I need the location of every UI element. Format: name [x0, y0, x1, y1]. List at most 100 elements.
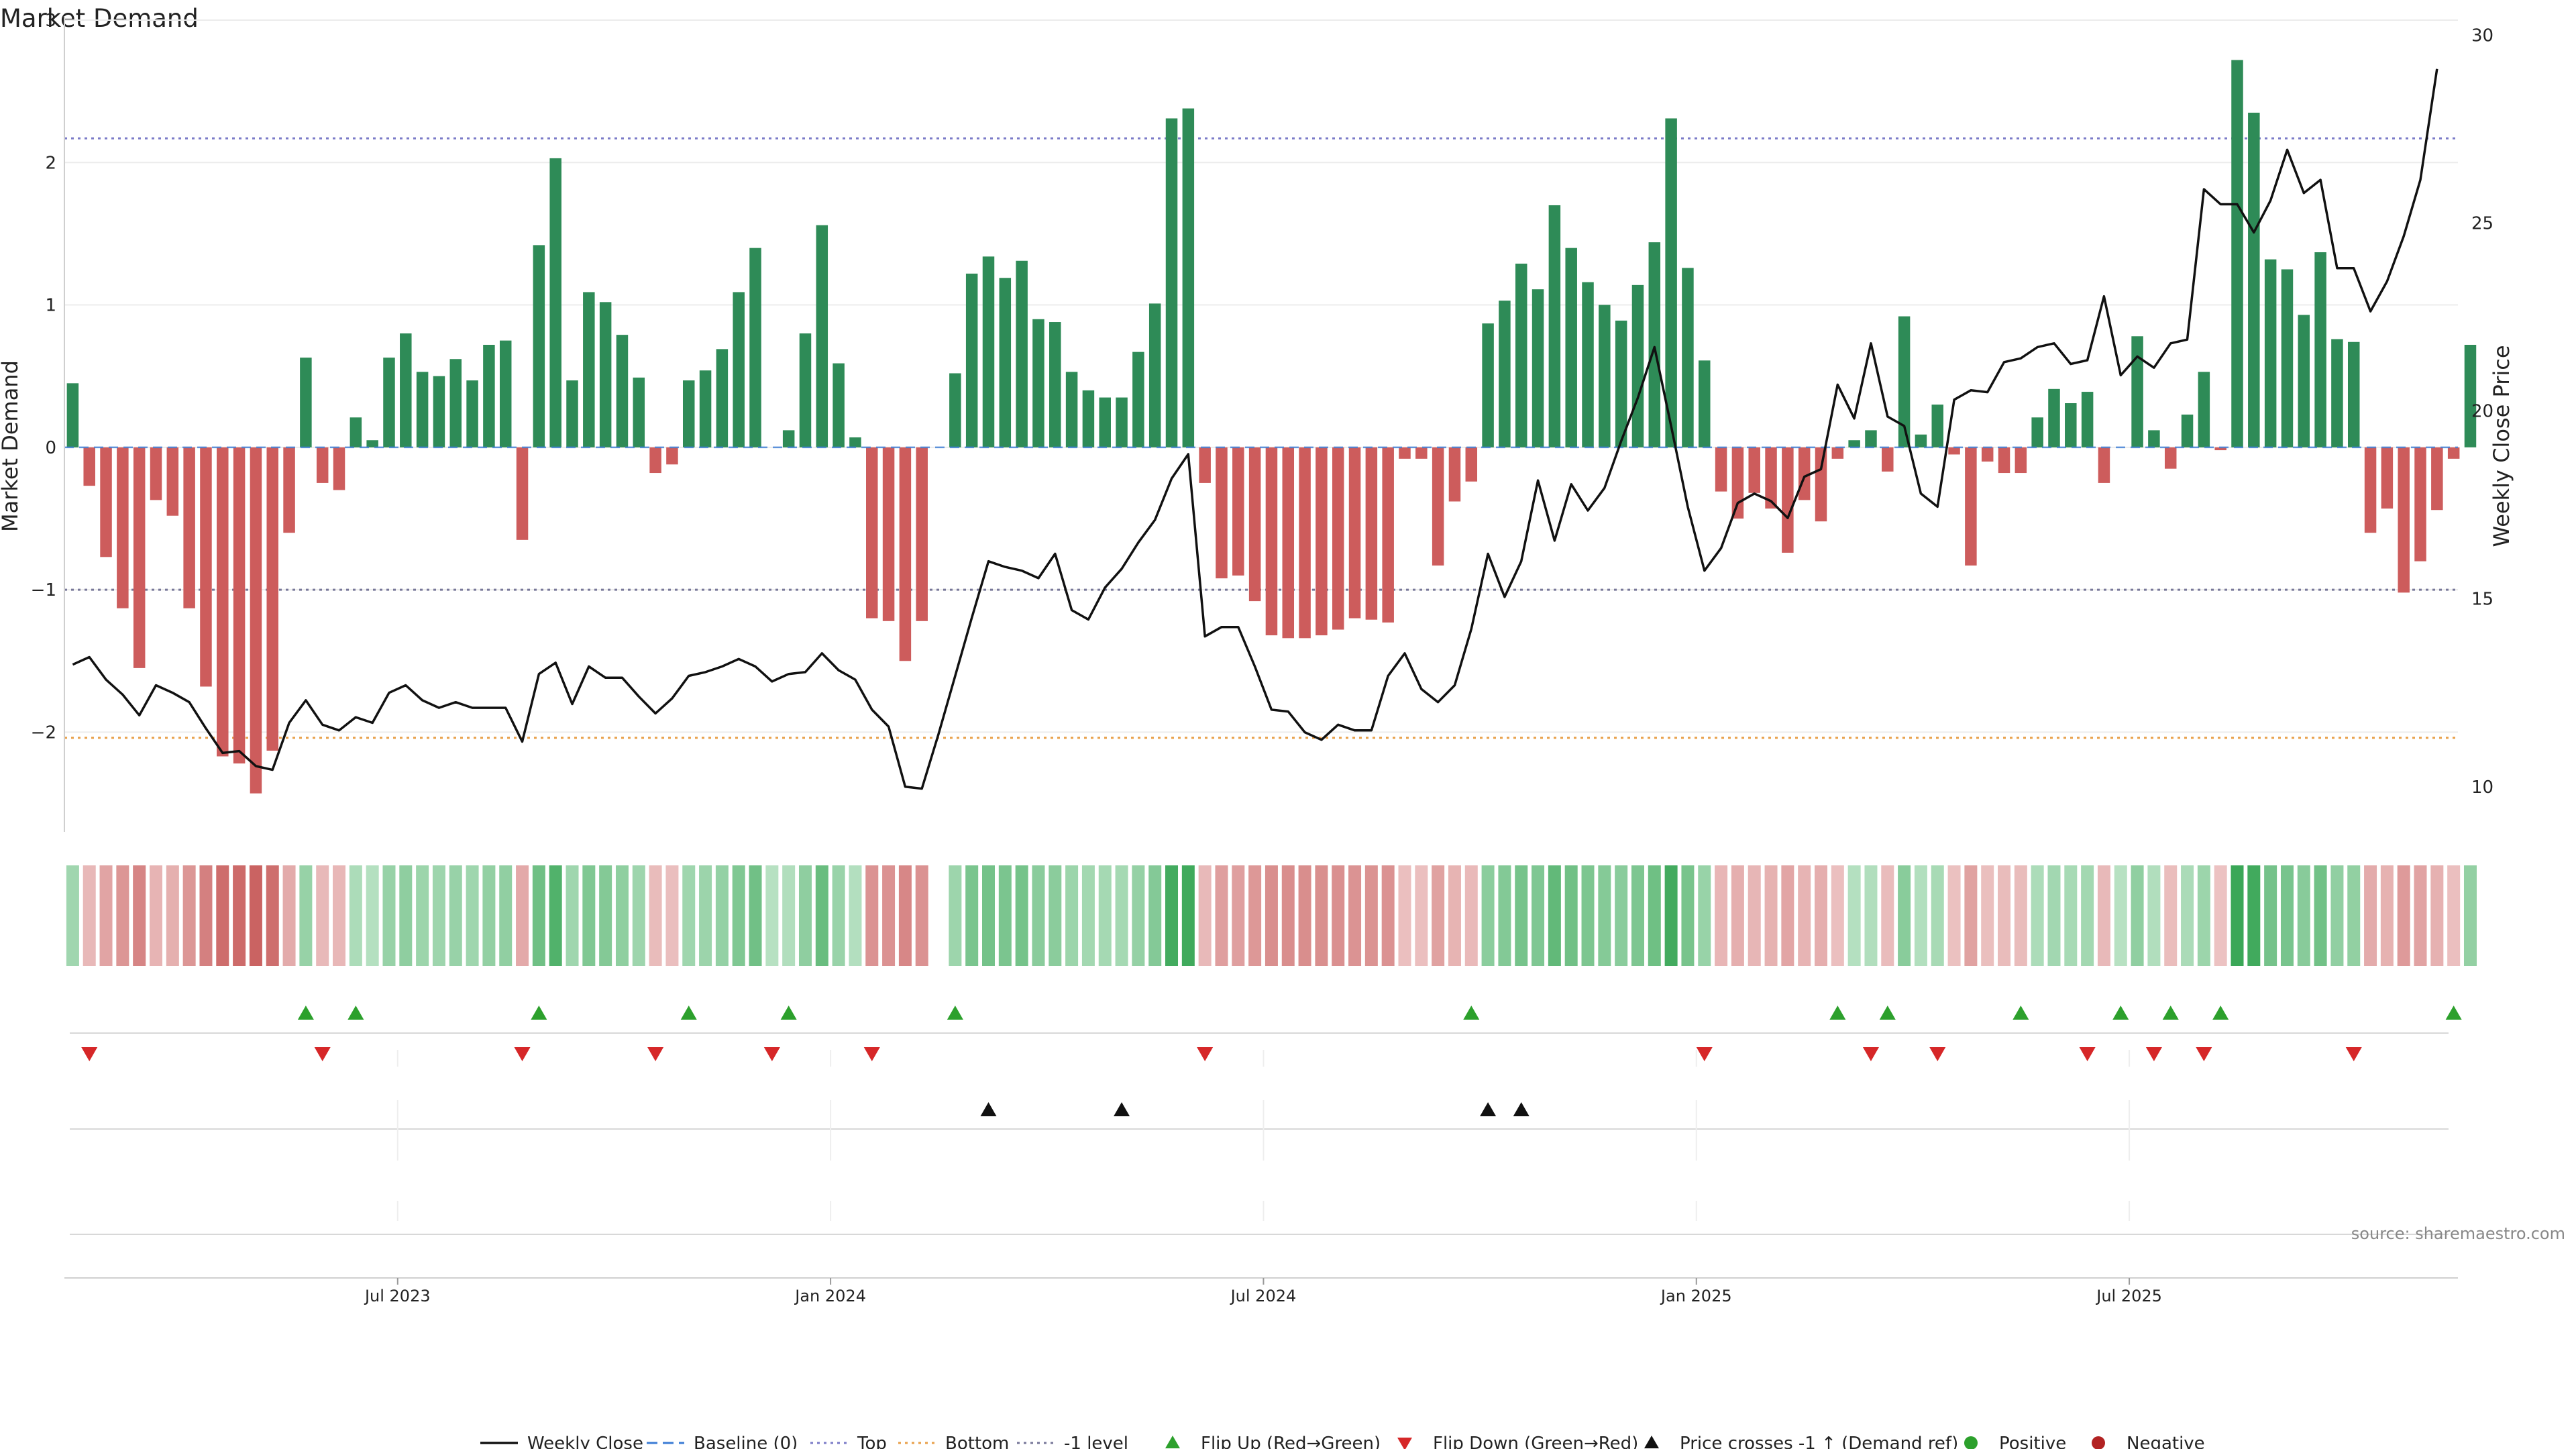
demand-bar-negative [1948, 447, 1960, 455]
heat-cell [2280, 865, 2294, 966]
legend-label: Negative [2127, 1434, 2205, 1449]
legend-swatch-circle [2092, 1436, 2105, 1449]
heat-cell [66, 865, 79, 966]
legend-item: Positive [1964, 1434, 2066, 1449]
legend-item: Flip Up (Red→Green) [1165, 1434, 1381, 1449]
heat-cell [2014, 865, 2027, 966]
heat-cell [2214, 865, 2227, 966]
heat-cell [1049, 865, 1062, 966]
heat-cell [1648, 865, 1661, 966]
demand-bar-negative [649, 447, 661, 474]
heat-cell [349, 865, 362, 966]
demand-bar-positive [965, 273, 978, 447]
heat-cell [1065, 865, 1079, 966]
heat-cell [765, 865, 779, 966]
heat-cell [1481, 865, 1495, 966]
heat-cell [1564, 865, 1578, 966]
demand-bar-positive [400, 333, 412, 447]
heat-cell [1581, 865, 1595, 966]
heat-cell [732, 865, 745, 966]
heat-cell [466, 865, 479, 966]
heat-cell [1815, 865, 1827, 966]
demand-bar-negative [866, 447, 878, 619]
heat-cell [1315, 865, 1328, 966]
flip-up-marker [297, 1006, 314, 1020]
y-tick-label: −2 [31, 722, 56, 743]
flip-up-marker [780, 1006, 797, 1020]
demand-bar-positive [616, 335, 629, 447]
heat-cell [582, 865, 596, 966]
demand-bar-negative [316, 447, 329, 483]
demand-bar-positive [1548, 205, 1561, 447]
demand-bar-positive [1848, 440, 1860, 447]
heat-cell [1198, 865, 1212, 966]
heat-cell [249, 865, 262, 966]
demand-bar-positive [2198, 372, 2210, 447]
demand-bar-positive [1532, 289, 1544, 447]
price-cross-marker [1513, 1102, 1529, 1116]
heat-cell [1664, 865, 1678, 966]
demand-bar-positive [1582, 282, 1594, 447]
heat-cell [150, 865, 162, 966]
demand-bar-positive [833, 363, 845, 447]
demand-bar-negative [2164, 447, 2177, 469]
flip-up-marker [680, 1006, 697, 1020]
heat-cell [399, 865, 413, 966]
flip-up-marker [1463, 1006, 1480, 1020]
demand-bar-negative [516, 447, 529, 540]
heat-cell [1914, 865, 1927, 966]
x-tick-label: Jan 2024 [794, 1287, 866, 1305]
demand-bar-positive [2031, 417, 2043, 447]
demand-bar-negative [1815, 447, 1827, 522]
demand-bar-negative [1882, 447, 1894, 472]
heat-cell [1432, 865, 1445, 966]
demand-bar-negative [1981, 447, 1994, 462]
demand-bar-positive [2314, 252, 2326, 447]
demand-bar-negative [2364, 447, 2377, 533]
demand-bar-positive [1182, 108, 1195, 447]
heat-cell [915, 865, 928, 966]
heat-cell [699, 865, 712, 966]
legend-item: Bottom [898, 1434, 1009, 1449]
heat-cell [1715, 865, 1728, 966]
demand-bar-positive [350, 417, 362, 447]
demand-bar-positive [2298, 315, 2310, 447]
flip-up-marker [2162, 1006, 2179, 1020]
demand-bar-positive [2081, 392, 2094, 447]
demand-bar-negative [166, 447, 179, 516]
demand-bar-positive [483, 345, 495, 447]
heat-cell [1298, 865, 1311, 966]
heat-cell [266, 865, 279, 966]
heat-cell [615, 865, 629, 966]
source-note: source: sharemaestro.com [2351, 1224, 2565, 1243]
heat-cell [166, 865, 179, 966]
heat-cell [449, 865, 462, 966]
heat-cell [1931, 865, 1944, 966]
heat-cell [549, 865, 562, 966]
legend-item: Weekly Close [480, 1434, 643, 1449]
demand-bar-negative [2098, 447, 2110, 483]
heat-cell [1398, 865, 1411, 966]
heat-cell [1515, 865, 1528, 966]
legend-swatch-circle [1964, 1436, 1978, 1449]
legend-item: -1 level [1017, 1434, 1128, 1449]
demand-heat-strip [66, 865, 2477, 966]
demand-bar-negative [233, 447, 246, 764]
demand-bar-negative [1415, 447, 1428, 459]
heat-cell [366, 865, 379, 966]
demand-bar-negative [1332, 447, 1344, 630]
demand-bar-positive [499, 340, 512, 447]
demand-bar-negative [2214, 447, 2226, 451]
heat-cell [2297, 865, 2310, 966]
demand-bar-negative [2447, 447, 2460, 459]
heat-cell [1615, 865, 1628, 966]
flip-down-marker [1696, 1047, 1713, 1061]
heat-cell [1764, 865, 1778, 966]
heat-cell [782, 865, 796, 966]
heat-cell [2264, 865, 2277, 966]
y2-tick-label: 20 [2471, 402, 2493, 422]
demand-bar-positive [2131, 336, 2143, 447]
heat-cell [632, 865, 645, 966]
heat-cell [1548, 865, 1561, 966]
demand-bar-negative [2381, 447, 2394, 509]
